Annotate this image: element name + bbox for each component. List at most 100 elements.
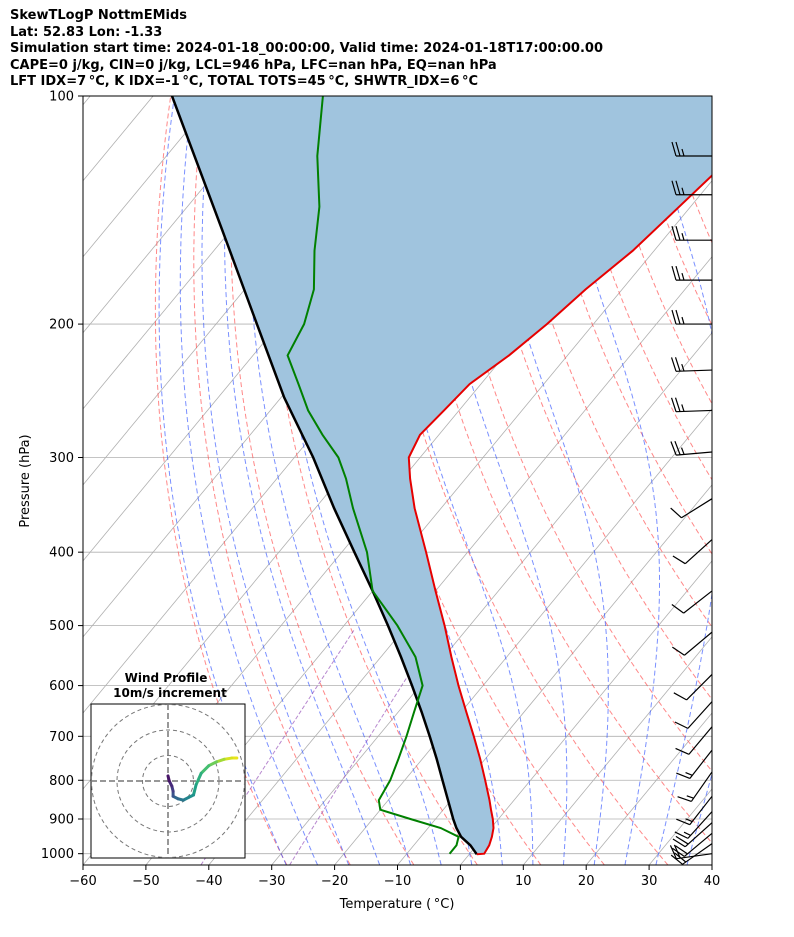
isotherm-gridline	[775, 96, 794, 865]
cape-shading	[172, 96, 712, 855]
dry-adiabat	[265, 96, 478, 865]
moist-adiabat	[718, 96, 794, 865]
isotherm-gridline	[145, 180, 712, 865]
dry-adiabat	[757, 96, 794, 865]
hodograph-segment	[192, 783, 198, 797]
x-tick-label: 30	[641, 874, 658, 889]
y-tick-label: 1000	[41, 847, 74, 862]
title-line-location: Lat: 52.83 Lon: -1.33	[10, 24, 163, 40]
wind-barb	[670, 843, 713, 865]
y-tick-label: 300	[49, 451, 74, 466]
y-tick-label: 100	[49, 90, 74, 105]
wind-barb	[671, 180, 712, 196]
x-axis-label: Temperature ( °C)	[339, 897, 455, 912]
wind-barb	[675, 726, 713, 755]
isotherm-gridline	[460, 560, 712, 865]
wind-barb	[672, 832, 713, 857]
dry-adiabat	[398, 96, 712, 844]
moist-adiabat	[224, 96, 381, 865]
hodograph-segment	[194, 771, 203, 787]
isotherm-gridline	[522, 636, 712, 865]
y-tick-label: 500	[49, 619, 74, 634]
x-tick-label: −30	[258, 874, 285, 889]
moist-adiabat	[179, 96, 319, 865]
hodograph-inset: Wind Profile 10m/s increment	[90, 671, 246, 859]
moist-adiabat	[473, 96, 609, 865]
title-line-station: SkewTLogP NottmEMids	[10, 8, 188, 23]
wind-barb	[676, 795, 713, 826]
x-tick-label: −40	[195, 874, 222, 889]
moist-adiabat	[686, 771, 712, 865]
isotherm-gridline	[83, 96, 91, 106]
x-tick-label: −50	[132, 874, 159, 889]
wind-barb	[672, 631, 713, 656]
wind-barb	[671, 141, 712, 157]
wind-barb	[674, 811, 713, 839]
dry-adiabat	[193, 96, 351, 865]
mixing-ratio-line	[200, 628, 356, 865]
wind-barb	[671, 226, 712, 241]
x-tick-label: 40	[704, 874, 721, 889]
dry-adiabat	[154, 96, 288, 865]
isotherm-gridline	[711, 864, 712, 865]
moist-adiabat	[416, 96, 568, 865]
hodograph-segment	[199, 764, 211, 775]
y-tick-label: 700	[49, 730, 74, 745]
x-tick-label: −20	[321, 874, 348, 889]
moist-adiabat	[201, 96, 350, 865]
mixing-ratio-line	[289, 628, 439, 865]
isotherm-gridline	[83, 96, 217, 258]
dry-adiabat	[463, 96, 712, 701]
dry-adiabat	[300, 96, 542, 865]
wind-barb	[671, 309, 712, 325]
dry-adiabat	[528, 96, 712, 555]
y-tick-label: 600	[49, 679, 74, 694]
temperature-line	[407, 174, 712, 856]
dry-adiabat	[790, 96, 794, 865]
wind-barb	[672, 539, 713, 565]
hodograph-subtitle: 10m/s increment	[113, 686, 227, 700]
y-tick-label: 400	[49, 546, 74, 561]
wind-barb	[670, 397, 713, 413]
isotherm-gridline	[397, 484, 712, 865]
moist-adiabat	[547, 96, 660, 865]
x-tick-label: 20	[578, 874, 595, 889]
isotherm-gridline	[271, 332, 712, 865]
dry-adiabat	[333, 96, 605, 865]
wind-barb	[673, 674, 713, 701]
wind-barb	[674, 701, 713, 729]
title-line-cape: CAPE=0 j/kg, CIN=0 j/kg, LCL=946 hPa, LF…	[10, 57, 497, 73]
title-line-times: Simulation start time: 2024-01-18_00:00:…	[10, 41, 603, 56]
isotherm-gridline	[83, 96, 280, 334]
wind-barb	[670, 440, 713, 456]
x-tick-label: −10	[384, 874, 411, 889]
x-tick-label: −60	[69, 874, 96, 889]
wind-barb	[671, 265, 712, 281]
moist-adiabat	[247, 96, 412, 865]
moist-adiabat	[644, 96, 712, 865]
x-tick-label: 0	[456, 874, 464, 889]
y-tick-label: 900	[49, 813, 74, 828]
dewpoint-line	[286, 96, 460, 855]
isotherm-gridline	[208, 256, 712, 865]
wind-barb	[671, 590, 713, 614]
y-axis-label: Pressure (hPa)	[18, 434, 33, 527]
parcel-profile-line	[170, 96, 478, 856]
chart-header: SkewTLogP NottmEMids Lat: 52.83 Lon: -1.…	[10, 8, 603, 91]
moist-adiabat	[333, 96, 503, 865]
wind-barb	[670, 357, 713, 372]
wind-barb	[672, 822, 713, 848]
wind-barb	[677, 771, 713, 802]
isotherm-gridline	[585, 712, 712, 865]
dry-adiabat	[691, 96, 712, 156]
hodograph-title: Wind Profile	[125, 671, 208, 685]
hodograph-segment	[166, 774, 171, 783]
y-tick-label: 200	[49, 318, 74, 333]
title-line-indices: LFT IDX=7 °C, K IDX=-1 °C, TOTAL TOTS=45…	[10, 74, 478, 89]
y-tick-label: 800	[49, 774, 74, 789]
wind-barb	[676, 749, 713, 780]
wind-barb	[670, 498, 713, 519]
dry-adiabat	[725, 96, 794, 865]
x-tick-label: 10	[515, 874, 532, 889]
